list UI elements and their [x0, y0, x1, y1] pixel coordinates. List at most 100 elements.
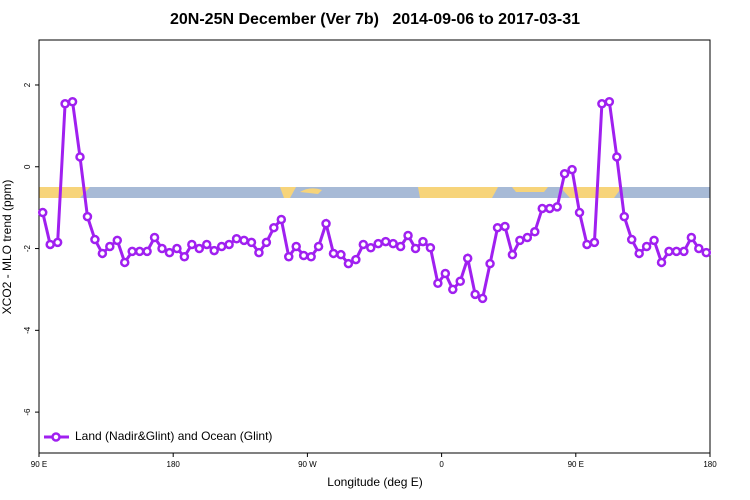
point	[194, 243, 205, 254]
point	[626, 234, 637, 245]
point	[418, 236, 428, 247]
point	[52, 237, 63, 248]
point	[604, 96, 615, 107]
point	[701, 247, 712, 258]
point	[224, 239, 234, 250]
point	[597, 99, 607, 109]
point	[664, 246, 674, 257]
point	[574, 207, 585, 218]
point	[388, 238, 398, 249]
point	[298, 250, 309, 261]
point	[291, 241, 301, 252]
point	[366, 242, 376, 253]
y-tick-label: 2	[23, 82, 32, 87]
y-tick-label: 0	[23, 164, 32, 169]
y-tick-label: -4	[23, 326, 32, 334]
point	[410, 243, 421, 254]
point	[239, 235, 249, 246]
point	[671, 246, 682, 257]
point	[75, 152, 85, 162]
point	[269, 222, 279, 233]
point	[440, 268, 451, 279]
point	[321, 218, 331, 229]
point	[656, 257, 667, 268]
x-tick-label: 180	[167, 460, 181, 469]
point	[336, 249, 346, 260]
point	[60, 99, 70, 109]
point	[522, 232, 533, 243]
chart-title: 20N-25N December (Ver 7b) 2014-09-06 to …	[170, 11, 580, 28]
x-tick-label: 90 W	[298, 460, 317, 469]
point	[619, 211, 630, 222]
x-tick-label: 90 E	[31, 460, 47, 469]
point	[567, 164, 577, 175]
point	[380, 236, 391, 247]
point	[470, 289, 480, 300]
series-line	[41, 99, 707, 301]
point	[612, 152, 622, 162]
point	[679, 246, 689, 257]
point	[425, 242, 436, 253]
point	[686, 232, 697, 243]
point	[209, 245, 219, 256]
point	[403, 230, 413, 241]
point	[530, 227, 540, 237]
point	[246, 237, 257, 248]
point	[448, 284, 458, 295]
point	[582, 239, 592, 250]
point	[537, 203, 547, 214]
land-ocean-band	[39, 187, 710, 198]
point	[507, 249, 518, 260]
point	[157, 243, 167, 254]
point	[119, 257, 130, 268]
point	[142, 246, 152, 257]
point	[187, 239, 197, 250]
x-axis-label: Longitude (deg E)	[327, 475, 422, 489]
point	[134, 246, 145, 257]
legend-marker	[51, 432, 61, 442]
point	[552, 202, 562, 212]
x-tick-label: 90 E	[568, 460, 584, 469]
point	[179, 251, 190, 262]
point	[82, 211, 93, 222]
point	[112, 235, 123, 246]
point	[433, 278, 443, 289]
point	[343, 258, 354, 269]
point	[231, 233, 242, 244]
point	[254, 247, 264, 258]
point	[477, 293, 488, 304]
point	[589, 237, 600, 248]
point	[649, 235, 659, 246]
point	[559, 168, 570, 179]
point	[284, 251, 294, 262]
point	[313, 241, 324, 252]
point	[500, 221, 510, 232]
point	[641, 241, 652, 252]
point	[544, 203, 555, 214]
y-tick-label: -2	[23, 244, 32, 252]
point	[276, 214, 287, 225]
point	[149, 232, 160, 243]
point	[492, 222, 503, 233]
point	[306, 251, 316, 262]
point	[515, 235, 525, 246]
point	[67, 96, 78, 107]
legend-label: Land (Nadir&Glint) and Ocean (Glint)	[75, 429, 272, 443]
point	[373, 238, 383, 249]
point	[328, 248, 339, 259]
point	[202, 239, 212, 250]
point	[351, 254, 361, 265]
point	[90, 234, 100, 245]
x-tick-label: 180	[703, 460, 717, 469]
point	[97, 248, 108, 259]
point	[455, 276, 465, 287]
point	[172, 243, 182, 254]
plot-frame	[38, 39, 711, 454]
y-axis-label: XCO2 - MLO trend (ppm)	[0, 180, 14, 315]
point	[127, 246, 137, 257]
y-tick-label: -6	[23, 408, 32, 416]
point	[45, 239, 55, 250]
point	[485, 258, 495, 269]
point	[261, 237, 272, 248]
